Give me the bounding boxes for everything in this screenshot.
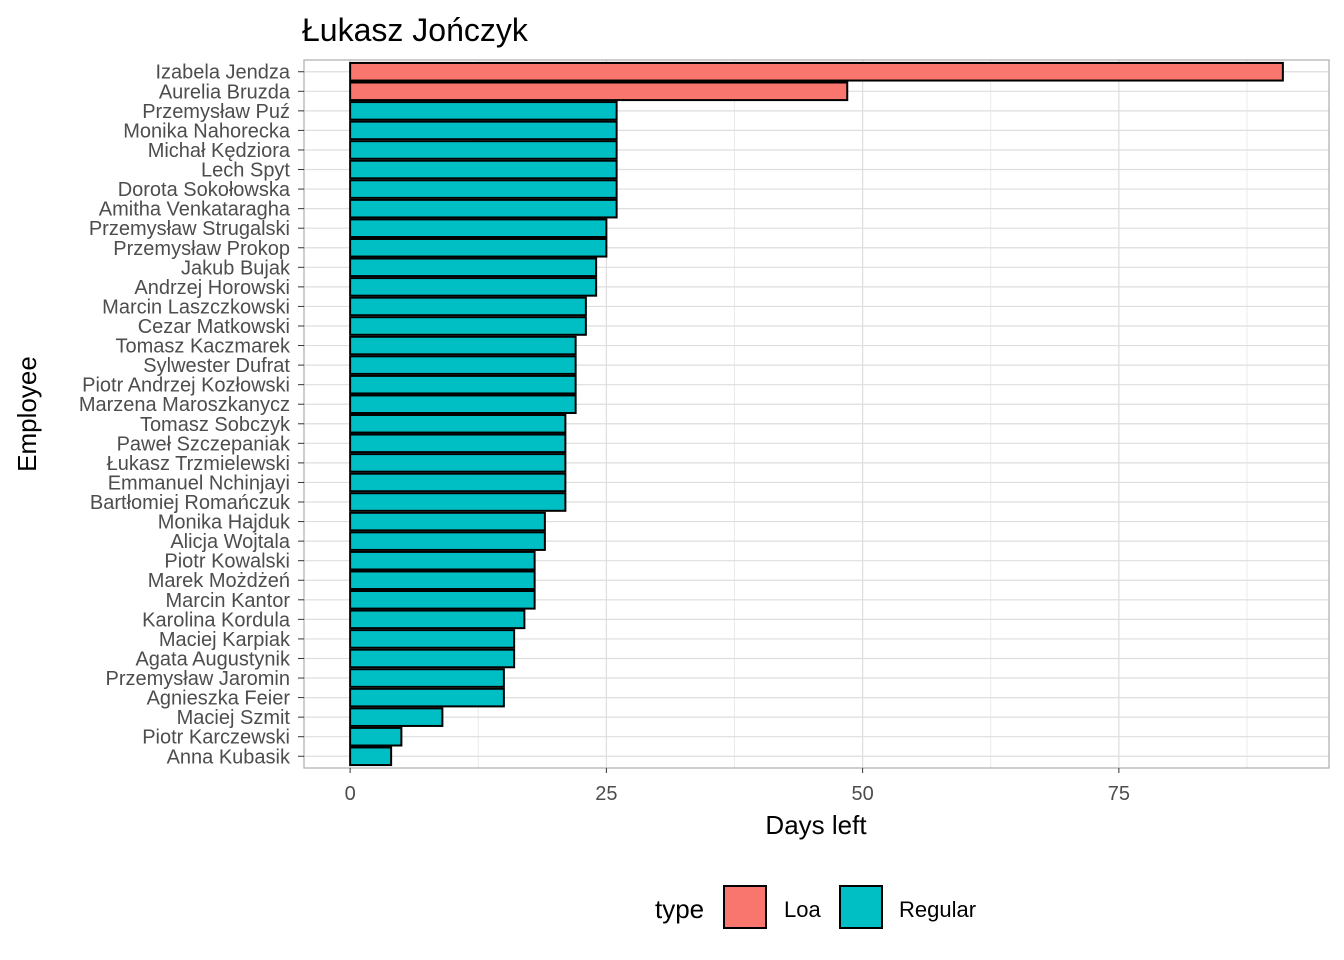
- y-tick-label: Przemysław Prokop: [113, 238, 290, 260]
- y-tick-label: Michał Kędziora: [148, 140, 291, 162]
- bar: [349, 316, 587, 336]
- bar: [349, 472, 567, 493]
- legend-key-regular: [839, 885, 883, 929]
- bar: [349, 707, 444, 727]
- y-tick-label: Bartłomiej Romańczuk: [90, 492, 291, 514]
- y-tick-label: Cezar Matkowski: [138, 316, 290, 338]
- y-tick-label: Karolina Kordula: [142, 609, 291, 631]
- y-tick-label: Jakub Bujak: [181, 257, 291, 279]
- x-tick-label: 75: [1108, 783, 1130, 805]
- y-tick-label: Tomasz Sobczyk: [140, 414, 291, 436]
- y-tick-label: Przemysław Strugalski: [89, 218, 290, 240]
- bar: [349, 179, 618, 199]
- legend-label-regular: Regular: [899, 897, 976, 922]
- y-tick-label: Maciej Szmit: [177, 707, 291, 729]
- bar: [349, 746, 393, 767]
- y-axis-title: Employee: [12, 356, 42, 472]
- x-tick-label: 25: [595, 783, 617, 805]
- bars: [349, 61, 1284, 767]
- bar: [349, 629, 516, 649]
- y-tick-label: Piotr Kowalski: [164, 551, 290, 573]
- bar: [349, 453, 567, 473]
- y-tick-label: Aurelia Bruzda: [159, 81, 291, 103]
- bar: [349, 531, 546, 551]
- bar: [349, 609, 526, 630]
- bar: [349, 81, 849, 102]
- bar: [349, 277, 598, 297]
- bar: [349, 590, 536, 610]
- y-tick-label: Sylwester Dufrat: [143, 355, 290, 377]
- y-tick-label: Amitha Venkataragha: [99, 199, 291, 221]
- bar: [349, 413, 567, 434]
- y-tick-label: Lech Spyt: [201, 160, 290, 182]
- bar: [349, 550, 536, 571]
- x-axis-title: Days left: [765, 810, 867, 840]
- bar: [349, 648, 516, 669]
- bar: [349, 159, 618, 180]
- legend-key-loa: [723, 885, 767, 929]
- y-tick-label: Monika Nahorecka: [123, 120, 291, 142]
- bar: [349, 237, 608, 258]
- bar: [349, 668, 505, 688]
- bar: [349, 433, 567, 454]
- x-tick-label: 50: [852, 783, 874, 805]
- legend-title: type: [655, 894, 704, 924]
- bar: [349, 101, 618, 121]
- y-tick-label: Przemysław Puź: [142, 101, 290, 123]
- x-axis-ticks: 0 25 50 75: [345, 768, 1130, 805]
- bar: [349, 296, 587, 317]
- y-tick-label: Emmanuel Nchinjayi: [108, 472, 290, 494]
- bar: [349, 492, 567, 512]
- bar: [349, 726, 403, 747]
- bar: [349, 198, 618, 219]
- x-tick-label: 0: [345, 783, 356, 805]
- bar: [349, 61, 1284, 82]
- plot-panel: [303, 59, 1330, 769]
- y-tick-label: Marek Możdżeń: [148, 570, 290, 592]
- bar: [349, 570, 536, 591]
- y-tick-label: Izabela Jendza: [155, 62, 290, 84]
- y-tick-label: Andrzej Horowski: [134, 277, 290, 299]
- bar: [349, 257, 598, 278]
- bar: [349, 374, 577, 395]
- y-tick-label: Paweł Szczepaniak: [117, 433, 291, 455]
- y-tick-label: Maciej Karpiak: [159, 629, 291, 651]
- y-tick-label: Marcin Kantor: [166, 590, 291, 612]
- bar: [349, 687, 505, 708]
- bar: [349, 140, 618, 160]
- bar: [349, 511, 546, 532]
- y-tick-label: Agata Augustynik: [135, 648, 291, 670]
- y-tick-label: Piotr Karczewski: [142, 727, 290, 749]
- bar: [349, 335, 577, 356]
- y-tick-label: Łukasz Trzmielewski: [107, 453, 290, 475]
- chart-title: Łukasz Jończyk: [302, 12, 529, 48]
- panel-border: [303, 59, 1330, 769]
- y-tick-label: Tomasz Kaczmarek: [116, 336, 291, 358]
- y-tick-label: Agnieszka Feier: [147, 688, 291, 710]
- y-tick-label: Monika Hajduk: [158, 512, 291, 534]
- legend: type Loa Regular: [655, 885, 976, 929]
- bar: [349, 394, 577, 415]
- bar: [349, 120, 618, 141]
- legend-label-loa: Loa: [784, 897, 821, 922]
- y-tick-label: Dorota Sokołowska: [118, 179, 291, 201]
- y-tick-label: Anna Kubasik: [167, 746, 291, 768]
- y-tick-label: Marzena Maroszkanycz: [79, 394, 290, 416]
- y-tick-label: Piotr Andrzej Kozłowski: [82, 375, 290, 397]
- y-tick-label: Przemysław Jaromin: [106, 668, 290, 690]
- bar: [349, 355, 577, 375]
- bar: [349, 218, 608, 239]
- y-tick-label: Marcin Laszczkowski: [102, 296, 290, 318]
- y-tick-label: Alicja Wojtala: [170, 531, 291, 553]
